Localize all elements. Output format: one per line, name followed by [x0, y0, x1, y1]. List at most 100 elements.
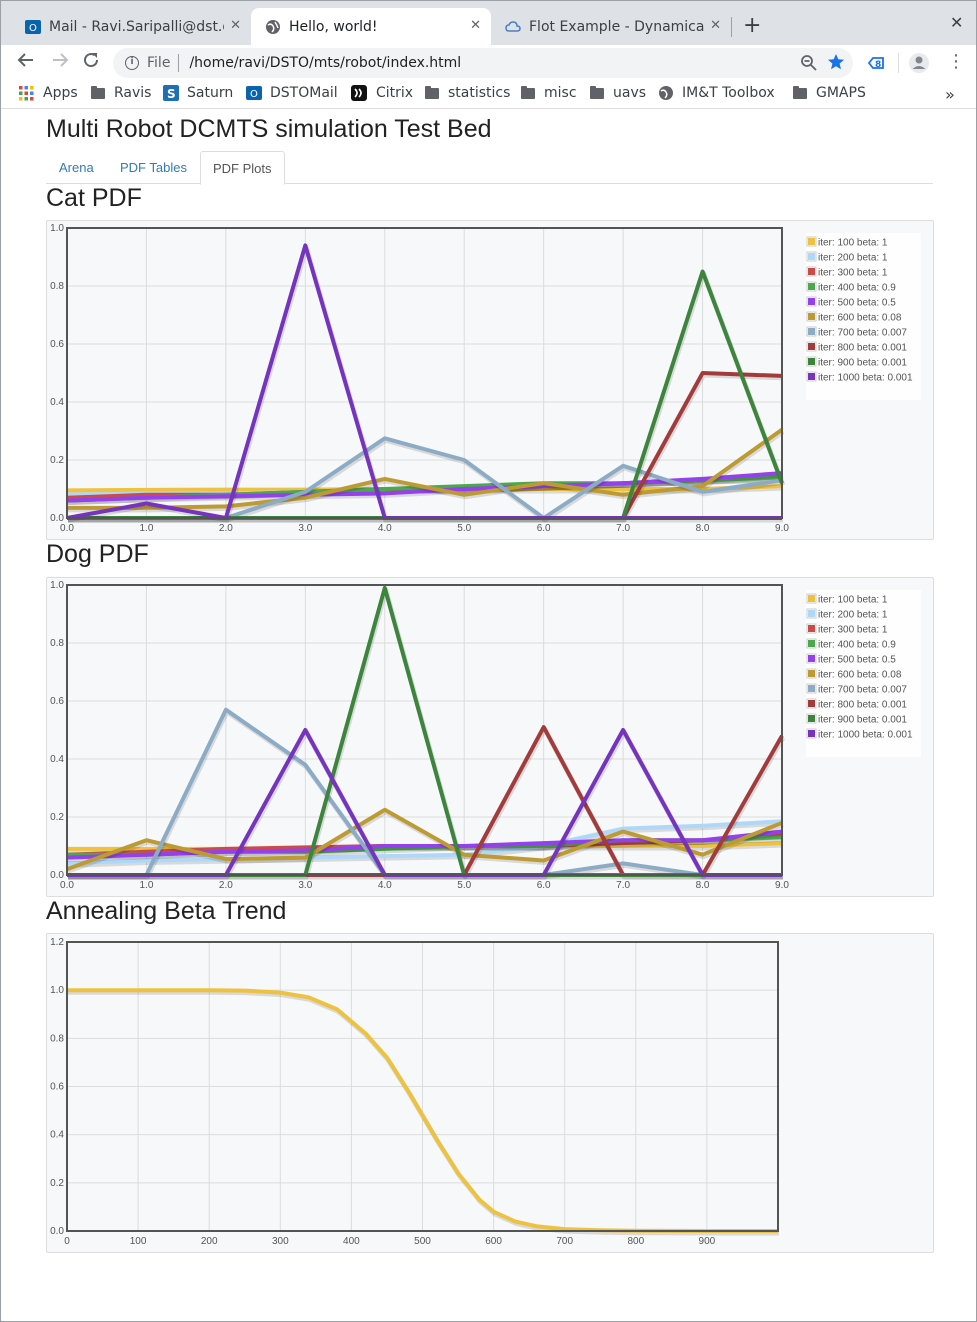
new-tab-button[interactable]: + [743, 13, 762, 38]
y-tick-label: 0.0 [50, 1226, 64, 1237]
x-tick-label: 600 [485, 1236, 502, 1247]
svg-text:O: O [250, 89, 258, 100]
folder-icon [425, 85, 439, 99]
x-tick-label: 4.0 [378, 880, 392, 891]
plot-area [67, 228, 782, 518]
series-line [66, 829, 783, 860]
globe-icon [265, 19, 281, 35]
bookmarks-overflow-button[interactable]: » [945, 85, 955, 104]
zoom-icon[interactable] [801, 55, 817, 75]
legend-swatch [808, 238, 815, 245]
window-close-button[interactable]: ✕ [950, 13, 964, 32]
apps-grid-icon [19, 85, 34, 101]
forward-icon[interactable] [51, 51, 69, 74]
profile-avatar-icon[interactable] [908, 52, 930, 78]
page-title: Multi Robot DCMTS simulation Test Bed [46, 115, 492, 143]
bookmark-ravis[interactable]: Ravis [91, 85, 151, 101]
x-tick-label: 6.0 [537, 880, 551, 891]
legend-swatch [808, 625, 815, 632]
series-line [66, 819, 783, 866]
legend-swatch [808, 715, 815, 722]
address-scheme: File [147, 55, 171, 71]
bookmark-uavs[interactable]: uavs [590, 85, 646, 101]
star-icon[interactable] [827, 53, 845, 75]
bookmark-label: Citrix [376, 85, 414, 101]
x-tick-label: 0 [64, 1236, 70, 1247]
bookmark-label: Apps [43, 85, 78, 101]
annealing-beta-title: Annealing Beta Trend [46, 897, 287, 925]
x-tick-label: 5.0 [457, 880, 471, 891]
folder-icon [590, 85, 604, 99]
dog-pdf-chart: 0.0 0.2 0.4 0.6 0.8 1.0 0.0 1.0 2.0 3.0 4.0 5.0 6.0 7… [46, 577, 934, 897]
bookmark-citrix[interactable]: Citrix [351, 85, 413, 101]
tab-mail[interactable]: O Mail - Ravi.Saripalli@dst.de ✕ [11, 8, 251, 45]
outlook-icon: O [246, 85, 262, 101]
y-tick-label: 1.0 [50, 985, 64, 996]
bookmark-misc[interactable]: misc [521, 85, 577, 101]
close-icon[interactable]: ✕ [470, 18, 481, 33]
bookmark-statistics[interactable]: statistics [425, 85, 510, 101]
legend-label: iter: 100 beta: 1 [818, 238, 888, 249]
folder-icon [91, 85, 105, 99]
x-tick-label: 6.0 [537, 523, 551, 534]
address-bar[interactable]: i File /home/ravi/DSTO/mts/robot/index.h… [113, 48, 853, 78]
reload-icon[interactable] [82, 51, 100, 74]
menu-icon[interactable]: ⋮ [947, 51, 965, 72]
bookmark-saturn[interactable]: S Saturn [163, 85, 233, 101]
info-icon[interactable]: i [125, 56, 139, 70]
x-tick-label: 4.0 [378, 523, 392, 534]
svg-text:8: 8 [875, 60, 881, 70]
x-tick-label: 9.0 [775, 523, 789, 534]
x-tick-label: 400 [343, 1236, 360, 1247]
cat-pdf-title: Cat PDF [46, 184, 142, 212]
legend-label: iter: 200 beta: 1 [818, 253, 888, 264]
x-tick-label: 9.0 [775, 880, 789, 891]
tab-pdf-tables[interactable]: PDF Tables [120, 160, 187, 175]
bookmark-dstomail[interactable]: O DSTOMail [246, 85, 338, 101]
bookmark-label: statistics [448, 85, 511, 101]
tab-hello-world[interactable]: Hello, world! ✕ [251, 8, 491, 45]
tab-flot-example[interactable]: Flot Example - Dynamically ✕ [491, 8, 731, 45]
extension-icon[interactable]: 8 [867, 54, 885, 76]
legend-label: iter: 1000 beta: 0.001 [818, 373, 913, 384]
legend-label: iter: 900 beta: 0.001 [818, 358, 907, 369]
legend-swatch [808, 298, 815, 305]
tab-pdf-plots[interactable]: PDF Plots [200, 151, 285, 185]
legend-box [806, 233, 921, 400]
back-icon[interactable] [17, 51, 35, 74]
y-tick-label: 0.2 [50, 455, 64, 466]
close-icon[interactable]: ✕ [230, 18, 241, 33]
bookmark-gmaps[interactable]: GMAPS [793, 85, 866, 101]
tab-title: Mail - Ravi.Saripalli@dst.de [49, 18, 224, 35]
y-tick-label: 1.2 [50, 937, 64, 948]
y-tick-label: 0.8 [50, 638, 64, 649]
tab-arena[interactable]: Arena [59, 160, 94, 175]
x-tick-label: 8.0 [696, 880, 710, 891]
outlook-icon: O [25, 19, 41, 35]
x-tick-label: 2.0 [219, 523, 233, 534]
legend-label: iter: 400 beta: 0.9 [818, 640, 896, 651]
y-tick-label: 1.0 [50, 580, 64, 591]
legend-swatch [808, 670, 815, 677]
x-tick-label: 800 [627, 1236, 644, 1247]
bookmark-label: Ravis [114, 85, 152, 101]
legend-label: iter: 700 beta: 0.007 [818, 685, 907, 696]
svg-text:O: O [29, 23, 37, 34]
legend-label: iter: 900 beta: 0.001 [818, 715, 907, 726]
x-tick-label: 3.0 [298, 880, 312, 891]
bookmark-imt-toolbox[interactable]: IM&T Toolbox [658, 85, 775, 101]
x-tick-label: 900 [699, 1236, 716, 1247]
tab-title: Flot Example - Dynamically [529, 18, 704, 35]
annealing-beta-chart: 0.0 0.2 0.4 0.6 0.8 1.0 1.2 0 100 200 300 400 500 600… [46, 933, 934, 1253]
x-tick-label: 8.0 [696, 523, 710, 534]
close-icon[interactable]: ✕ [710, 18, 721, 33]
series-line [66, 807, 783, 872]
bookmark-apps[interactable]: Apps [19, 85, 78, 101]
series-shadow [67, 472, 784, 506]
legend-label: iter: 600 beta: 0.08 [818, 670, 902, 681]
legend-swatch [808, 253, 815, 260]
annealing-beta-svg: 0.0 0.2 0.4 0.6 0.8 1.0 1.2 0 100 200 300 400 500 600… [50, 937, 779, 1247]
y-tick-label: 0.4 [50, 397, 64, 408]
tab-title: Hello, world! [289, 18, 378, 35]
x-tick-label: 200 [201, 1236, 218, 1247]
